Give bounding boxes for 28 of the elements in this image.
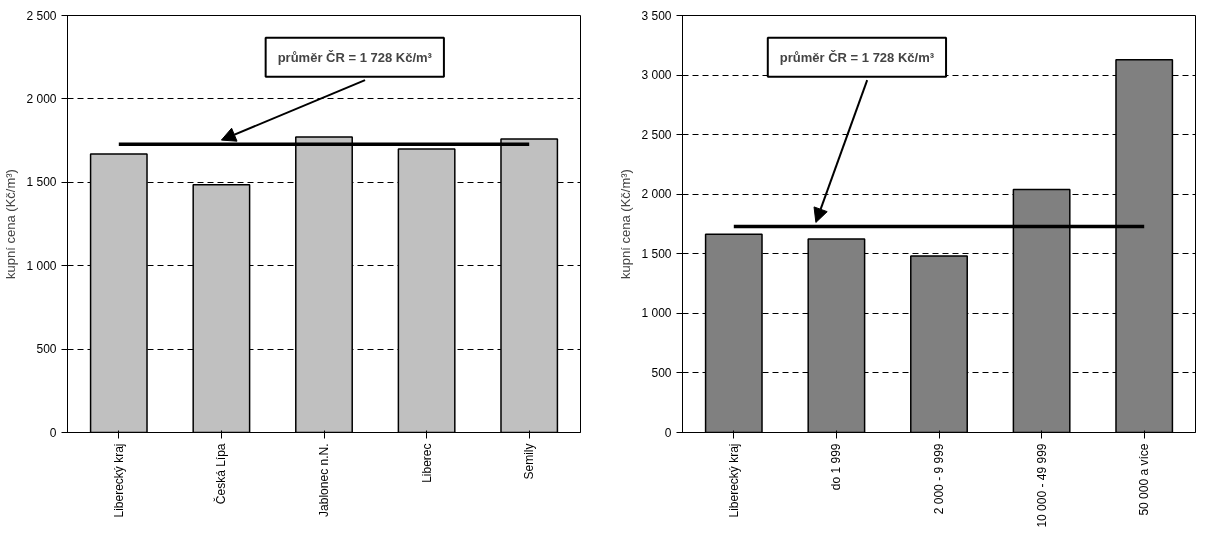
y-axis-title: kupní cena (Kč/m³) <box>3 169 19 279</box>
x-tick-label: Semily <box>522 443 537 480</box>
y-tick-label: 1 000 <box>26 258 57 273</box>
y-tick-label: 0 <box>664 425 672 440</box>
x-tick-label: Česká Lípa <box>213 443 229 505</box>
ref-line-label: průměr ČR = 1 728 Kč/m³ <box>277 49 433 65</box>
x-tick-label: 50 000 a více <box>1137 443 1152 516</box>
y-tick-label: 0 <box>49 425 57 440</box>
ref-line-label: průměr ČR = 1 728 Kč/m³ <box>779 49 935 65</box>
y-tick-label: 2 000 <box>26 91 57 106</box>
y-tick-label: 2 500 <box>641 127 672 142</box>
x-tick-label: 10 000 - 49 999 <box>1034 443 1049 528</box>
x-tick-label: 2 000 - 9 999 <box>932 443 946 515</box>
y-tick-label: 1 500 <box>641 246 672 261</box>
y-tick-label: 3 500 <box>641 8 672 23</box>
y-tick-label: 1 500 <box>26 175 57 190</box>
x-tick-label: Liberecký kraj <box>111 443 126 518</box>
x-tick-label: Liberec <box>419 443 434 483</box>
x-tick-label: Liberecký kraj <box>726 443 741 518</box>
x-tick-label: Jablonec n.N. <box>317 443 331 517</box>
y-tick-label: 2 000 <box>641 187 672 202</box>
y-tick-label: 2 500 <box>26 8 57 23</box>
y-tick-label: 500 <box>36 342 57 357</box>
y-axis-title: kupní cena (Kč/m³) <box>618 169 634 279</box>
y-tick-label: 1 000 <box>641 306 672 321</box>
x-tick-label: do 1 999 <box>829 443 844 491</box>
y-tick-label: 500 <box>651 365 672 380</box>
y-tick-label: 3 000 <box>641 68 672 83</box>
